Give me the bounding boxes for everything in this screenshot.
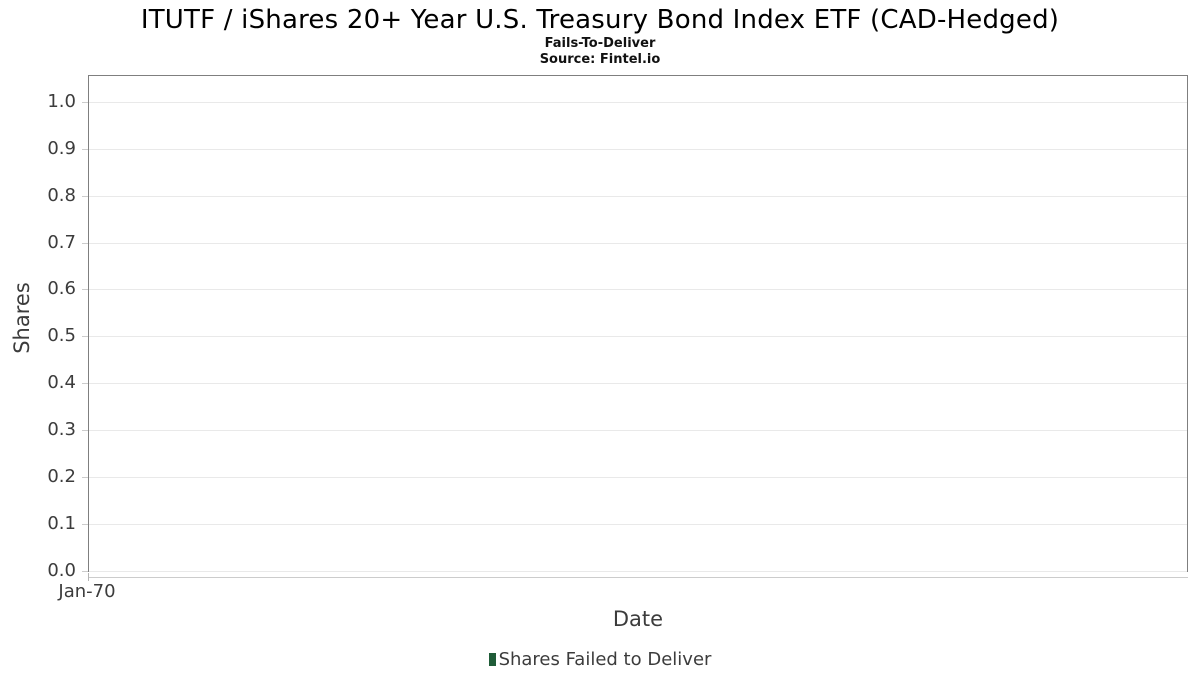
x-tick-label: Jan-70	[58, 581, 116, 602]
y-tick-label: 0.6	[47, 278, 76, 299]
y-gridline	[89, 430, 1187, 431]
y-tick-mark	[82, 430, 88, 431]
y-tick-label: 0.2	[47, 466, 76, 487]
legend-marker-swatch	[488, 652, 496, 666]
y-tick-label: 0.1	[47, 513, 76, 534]
y-tick-label: 0.7	[47, 232, 76, 253]
y-tick-mark	[82, 524, 88, 525]
y-gridline	[89, 571, 1187, 572]
plot-area	[82, 75, 1188, 572]
chart-title: ITUTF / iShares 20+ Year U.S. Treasury B…	[140, 5, 1060, 35]
y-tick-mark	[82, 149, 88, 150]
legend: Shares Failed to Deliver	[0, 646, 1200, 672]
y-gridline	[89, 477, 1187, 478]
y-tick-mark	[82, 243, 88, 244]
y-gridline	[89, 243, 1187, 244]
y-gridline	[89, 289, 1187, 290]
y-gridline	[89, 149, 1187, 150]
y-tick-label: 0.9	[47, 138, 76, 159]
y-tick-mark	[82, 477, 88, 478]
y-tick-mark	[82, 289, 88, 290]
y-tick-mark	[82, 571, 88, 572]
x-axis-line	[88, 577, 1188, 578]
chart-subtitle: Fails-To-Deliver	[544, 36, 656, 51]
y-tick-label: 0.4	[47, 372, 76, 393]
y-tick-labels: 0.0 0.1 0.2 0.3 0.4 0.5 0.6 0.7 0.8 0.9 1.0	[0, 76, 80, 581]
y-tick-label: 0.3	[47, 419, 76, 440]
y-tick-mark	[82, 383, 88, 384]
y-tick-label: 0.8	[47, 185, 76, 206]
y-tick-mark	[82, 196, 88, 197]
legend-label: Shares Failed to Deliver	[498, 648, 712, 670]
x-axis-title: Date	[612, 607, 664, 631]
y-gridline	[89, 524, 1187, 525]
y-gridline	[89, 336, 1187, 337]
y-gridline	[89, 102, 1187, 103]
y-tick-mark	[82, 102, 88, 103]
y-gridline	[89, 383, 1187, 384]
chart-source: Source: Fintel.io	[539, 52, 661, 67]
y-tick-mark	[82, 336, 88, 337]
y-tick-label: 0.0	[47, 560, 76, 581]
x-tick-mark	[88, 573, 89, 581]
y-gridline	[89, 196, 1187, 197]
y-tick-label: 1.0	[47, 91, 76, 112]
y-tick-label: 0.5	[47, 325, 76, 346]
